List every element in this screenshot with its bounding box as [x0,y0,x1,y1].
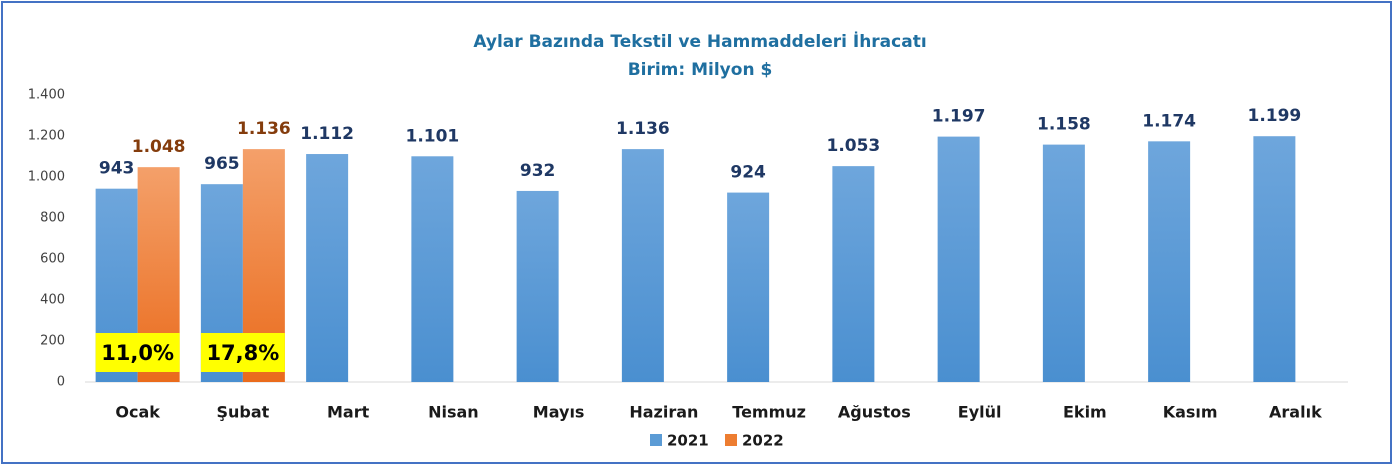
value-label: 943 [99,159,135,179]
y-tick-label: 800 [40,211,65,226]
annotation: 17,8% [206,341,279,365]
value-label: 965 [204,154,240,174]
annotation: 11,0% [101,341,174,365]
value-label: 1.197 [932,107,986,127]
value-label: 1.158 [1037,115,1091,135]
value-label: 1.136 [616,119,670,139]
legend-swatch [650,434,662,446]
x-tick-label: Temmuz [732,403,806,422]
value-label: 924 [730,163,766,183]
x-tick-label: Ekim [1063,403,1107,422]
x-tick-label: Şubat [216,403,269,422]
y-tick-label: 1.400 [28,88,65,103]
value-label: 1.136 [237,119,291,139]
value-label: 1.174 [1142,111,1196,131]
bar [516,190,559,382]
value-label: 932 [520,161,556,181]
annotation-box [95,333,180,372]
chart-title: Aylar Bazında Tekstil ve Hammaddeleri İh… [473,30,926,52]
bar [621,149,664,382]
value-label: 1.199 [1247,106,1301,126]
legend-label: 2021 [667,432,709,450]
chart-subtitle: Birim: Milyon $ [628,60,773,80]
bar [937,136,980,382]
x-tick-label: Kasım [1163,403,1218,422]
bar [832,166,875,382]
value-label: 1.101 [405,126,459,146]
legend-label: 2022 [742,432,784,450]
x-tick-label: Aralık [1269,403,1322,422]
annotation-box [200,333,285,372]
bar [1042,144,1085,382]
y-tick-label: 0 [57,375,65,390]
y-tick-label: 400 [40,293,65,308]
bar [1253,136,1296,382]
x-tick-label: Eylül [958,403,1002,422]
y-tick-label: 1.000 [28,170,65,185]
y-tick-label: 1.200 [28,129,65,144]
value-label: 1.112 [300,124,354,144]
x-tick-label: Haziran [629,403,698,422]
x-tick-label: Ocak [115,403,160,422]
bar [1148,141,1191,382]
value-label: 1.053 [826,136,880,156]
x-tick-label: Nisan [428,403,479,422]
x-tick-label: Ağustos [838,403,911,422]
bar [727,192,770,382]
x-tick-label: Mart [327,403,370,422]
bar [411,156,454,382]
y-tick-label: 200 [40,334,65,349]
y-tick-label: 600 [40,252,65,267]
x-tick-label: Mayıs [533,403,585,422]
value-label: 1.048 [132,137,186,157]
bar [306,154,349,382]
legend-swatch [725,434,737,446]
